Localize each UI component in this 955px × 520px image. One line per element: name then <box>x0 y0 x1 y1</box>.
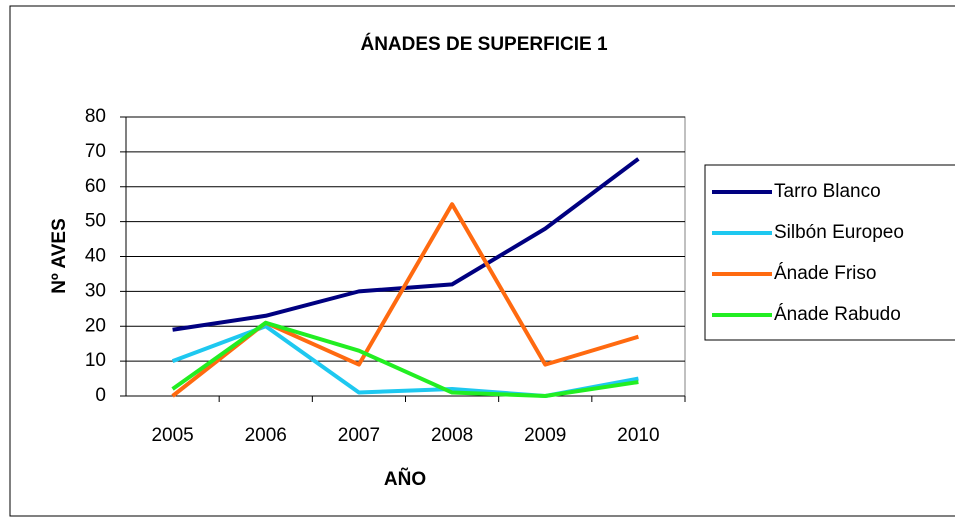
y-tick-label: 50 <box>85 211 106 232</box>
y-tick-label: 10 <box>85 350 106 371</box>
x-axis-title: AÑO <box>384 468 426 490</box>
y-tick-label: 30 <box>85 280 106 301</box>
y-tick-label: 70 <box>85 141 106 162</box>
legend-label: Ánade Friso <box>774 263 876 284</box>
chart-title: ÁNADES DE SUPERFICIE 1 <box>360 33 607 55</box>
series-line <box>171 320 639 398</box>
x-tick-label: 2008 <box>431 425 473 446</box>
y-tick-label: 0 <box>95 385 106 406</box>
y-axis-title: Nº AVES <box>49 218 70 294</box>
y-tick-label: 80 <box>85 106 106 127</box>
x-tick-label: 2006 <box>245 425 287 446</box>
x-tick-label: 2009 <box>524 425 566 446</box>
legend-label: Tarro Blanco <box>774 181 881 202</box>
y-tick-label: 20 <box>85 315 106 336</box>
y-tick-label: 60 <box>85 176 106 197</box>
x-tick-label: 2005 <box>151 425 193 446</box>
legend <box>704 164 955 341</box>
legend-label: Silbón Europeo <box>774 222 904 243</box>
x-tick-label: 2007 <box>338 425 380 446</box>
x-tick-label: 2010 <box>617 425 659 446</box>
y-tick-label: 40 <box>85 246 106 267</box>
legend-label: Ánade Rabudo <box>774 304 901 325</box>
